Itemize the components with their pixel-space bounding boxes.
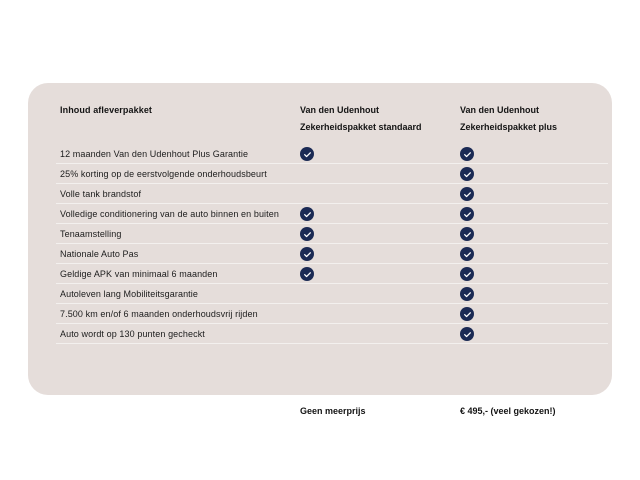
check-circle-icon — [300, 267, 314, 281]
check-circle-icon — [300, 207, 314, 221]
feature-column-header-label: Inhoud afleverpakket — [60, 105, 153, 115]
standard-empty-cell — [300, 307, 314, 321]
standard-column-header-line1: Van den Udenhout — [300, 105, 380, 115]
table-row: Tenaamstelling — [56, 224, 608, 244]
standard-cell — [300, 327, 460, 341]
standard-price-cell: Geen meerprijs — [300, 406, 460, 416]
feature-label: Nationale Auto Pas — [60, 249, 139, 259]
table-header-row: Inhoud afleverpakket Van den Udenhout Ze… — [60, 102, 580, 144]
standard-empty-cell — [300, 287, 314, 301]
package-comparison-card: Inhoud afleverpakket Van den Udenhout Ze… — [28, 83, 612, 416]
feature-cell: Auto wordt op 130 punten gecheckt — [60, 329, 300, 339]
check-circle-icon — [300, 147, 314, 161]
standard-cell — [300, 307, 460, 321]
standard-cell — [300, 247, 460, 261]
check-circle-icon — [300, 247, 314, 261]
plus-price-cell: € 495,- (veel gekozen!) — [460, 406, 620, 416]
plus-cell — [460, 207, 620, 221]
table-row: Geldige APK van minimaal 6 maanden — [56, 264, 608, 284]
table-row: 25% korting op de eerstvolgende onderhou… — [56, 164, 608, 184]
check-circle-icon — [460, 247, 474, 261]
feature-cell: Volledige conditionering van de auto bin… — [60, 209, 300, 219]
standard-empty-cell — [300, 327, 314, 341]
feature-label: Tenaamstelling — [60, 229, 122, 239]
check-circle-icon — [460, 327, 474, 341]
feature-cell: 12 maanden Van den Udenhout Plus Garanti… — [60, 149, 300, 159]
table-row: Volledige conditionering van de auto bin… — [56, 204, 608, 224]
table-row: 7.500 km en/of 6 maanden onderhoudsvrij … — [56, 304, 608, 324]
comparison-table: Inhoud afleverpakket Van den Udenhout Ze… — [56, 102, 608, 416]
standard-cell — [300, 147, 460, 161]
plus-cell — [460, 227, 620, 241]
feature-cell: 7.500 km en/of 6 maanden onderhoudsvrij … — [60, 309, 300, 319]
pricing-row: Geen meerprijs € 495,- (veel gekozen!) — [60, 370, 580, 416]
check-circle-icon — [460, 187, 474, 201]
standard-column-header-line2: Zekerheidspakket standaard — [300, 121, 422, 132]
standard-cell — [300, 227, 460, 241]
table-row: Nationale Auto Pas — [56, 244, 608, 264]
feature-label: Auto wordt op 130 punten gecheckt — [60, 329, 205, 339]
check-circle-icon — [460, 267, 474, 281]
table-row: Volle tank brandstof — [56, 184, 608, 204]
plus-cell — [460, 167, 620, 181]
feature-label: Geldige APK van minimaal 6 maanden — [60, 269, 218, 279]
standard-cell — [300, 167, 460, 181]
feature-label: 12 maanden Van den Udenhout Plus Garanti… — [60, 149, 249, 159]
check-circle-icon — [460, 287, 474, 301]
standard-price-label: Geen meerprijs — [300, 406, 366, 416]
feature-label: 7.500 km en/of 6 maanden onderhoudsvrij … — [60, 309, 258, 319]
feature-cell: 25% korting op de eerstvolgende onderhou… — [60, 169, 300, 179]
feature-rows: 12 maanden Van den Udenhout Plus Garanti… — [56, 144, 608, 344]
feature-cell: Autoleven lang Mobiliteitsgarantie — [60, 289, 300, 299]
feature-cell: Tenaamstelling — [60, 229, 300, 239]
plus-cell — [460, 147, 620, 161]
plus-cell — [460, 287, 620, 301]
table-row: Auto wordt op 130 punten gecheckt — [56, 324, 608, 344]
feature-label: Autoleven lang Mobiliteitsgarantie — [60, 289, 198, 299]
plus-column-header-line2: Zekerheidspakket plus — [460, 121, 558, 132]
standard-empty-cell — [300, 167, 314, 181]
check-circle-icon — [300, 227, 314, 241]
plus-cell — [460, 327, 620, 341]
plus-cell — [460, 267, 620, 281]
check-circle-icon — [460, 147, 474, 161]
check-circle-icon — [460, 227, 474, 241]
feature-label: Volle tank brandstof — [60, 189, 142, 199]
plus-column-header-line1: Van den Udenhout — [460, 105, 540, 115]
plus-cell — [460, 307, 620, 321]
plus-cell — [460, 247, 620, 261]
standard-cell — [300, 287, 460, 301]
feature-column-header: Inhoud afleverpakket — [60, 102, 300, 119]
standard-column-header: Van den Udenhout Zekerheidspakket standa… — [300, 102, 460, 135]
check-circle-icon — [460, 307, 474, 321]
standard-cell — [300, 187, 460, 201]
check-circle-icon — [460, 207, 474, 221]
feature-label: Volledige conditionering van de auto bin… — [60, 209, 279, 219]
table-row: 12 maanden Van den Udenhout Plus Garanti… — [56, 144, 608, 164]
standard-empty-cell — [300, 187, 314, 201]
footer-spacer — [60, 344, 580, 370]
plus-cell — [460, 187, 620, 201]
check-circle-icon — [460, 167, 474, 181]
feature-cell: Geldige APK van minimaal 6 maanden — [60, 269, 300, 279]
feature-cell: Volle tank brandstof — [60, 189, 300, 199]
plus-column-header: Van den Udenhout Zekerheidspakket plus — [460, 102, 620, 135]
standard-cell — [300, 207, 460, 221]
feature-cell: Nationale Auto Pas — [60, 249, 300, 259]
standard-cell — [300, 267, 460, 281]
plus-price-label: € 495,- (veel gekozen!) — [460, 406, 556, 416]
table-row: Autoleven lang Mobiliteitsgarantie — [56, 284, 608, 304]
feature-label: 25% korting op de eerstvolgende onderhou… — [60, 169, 267, 179]
